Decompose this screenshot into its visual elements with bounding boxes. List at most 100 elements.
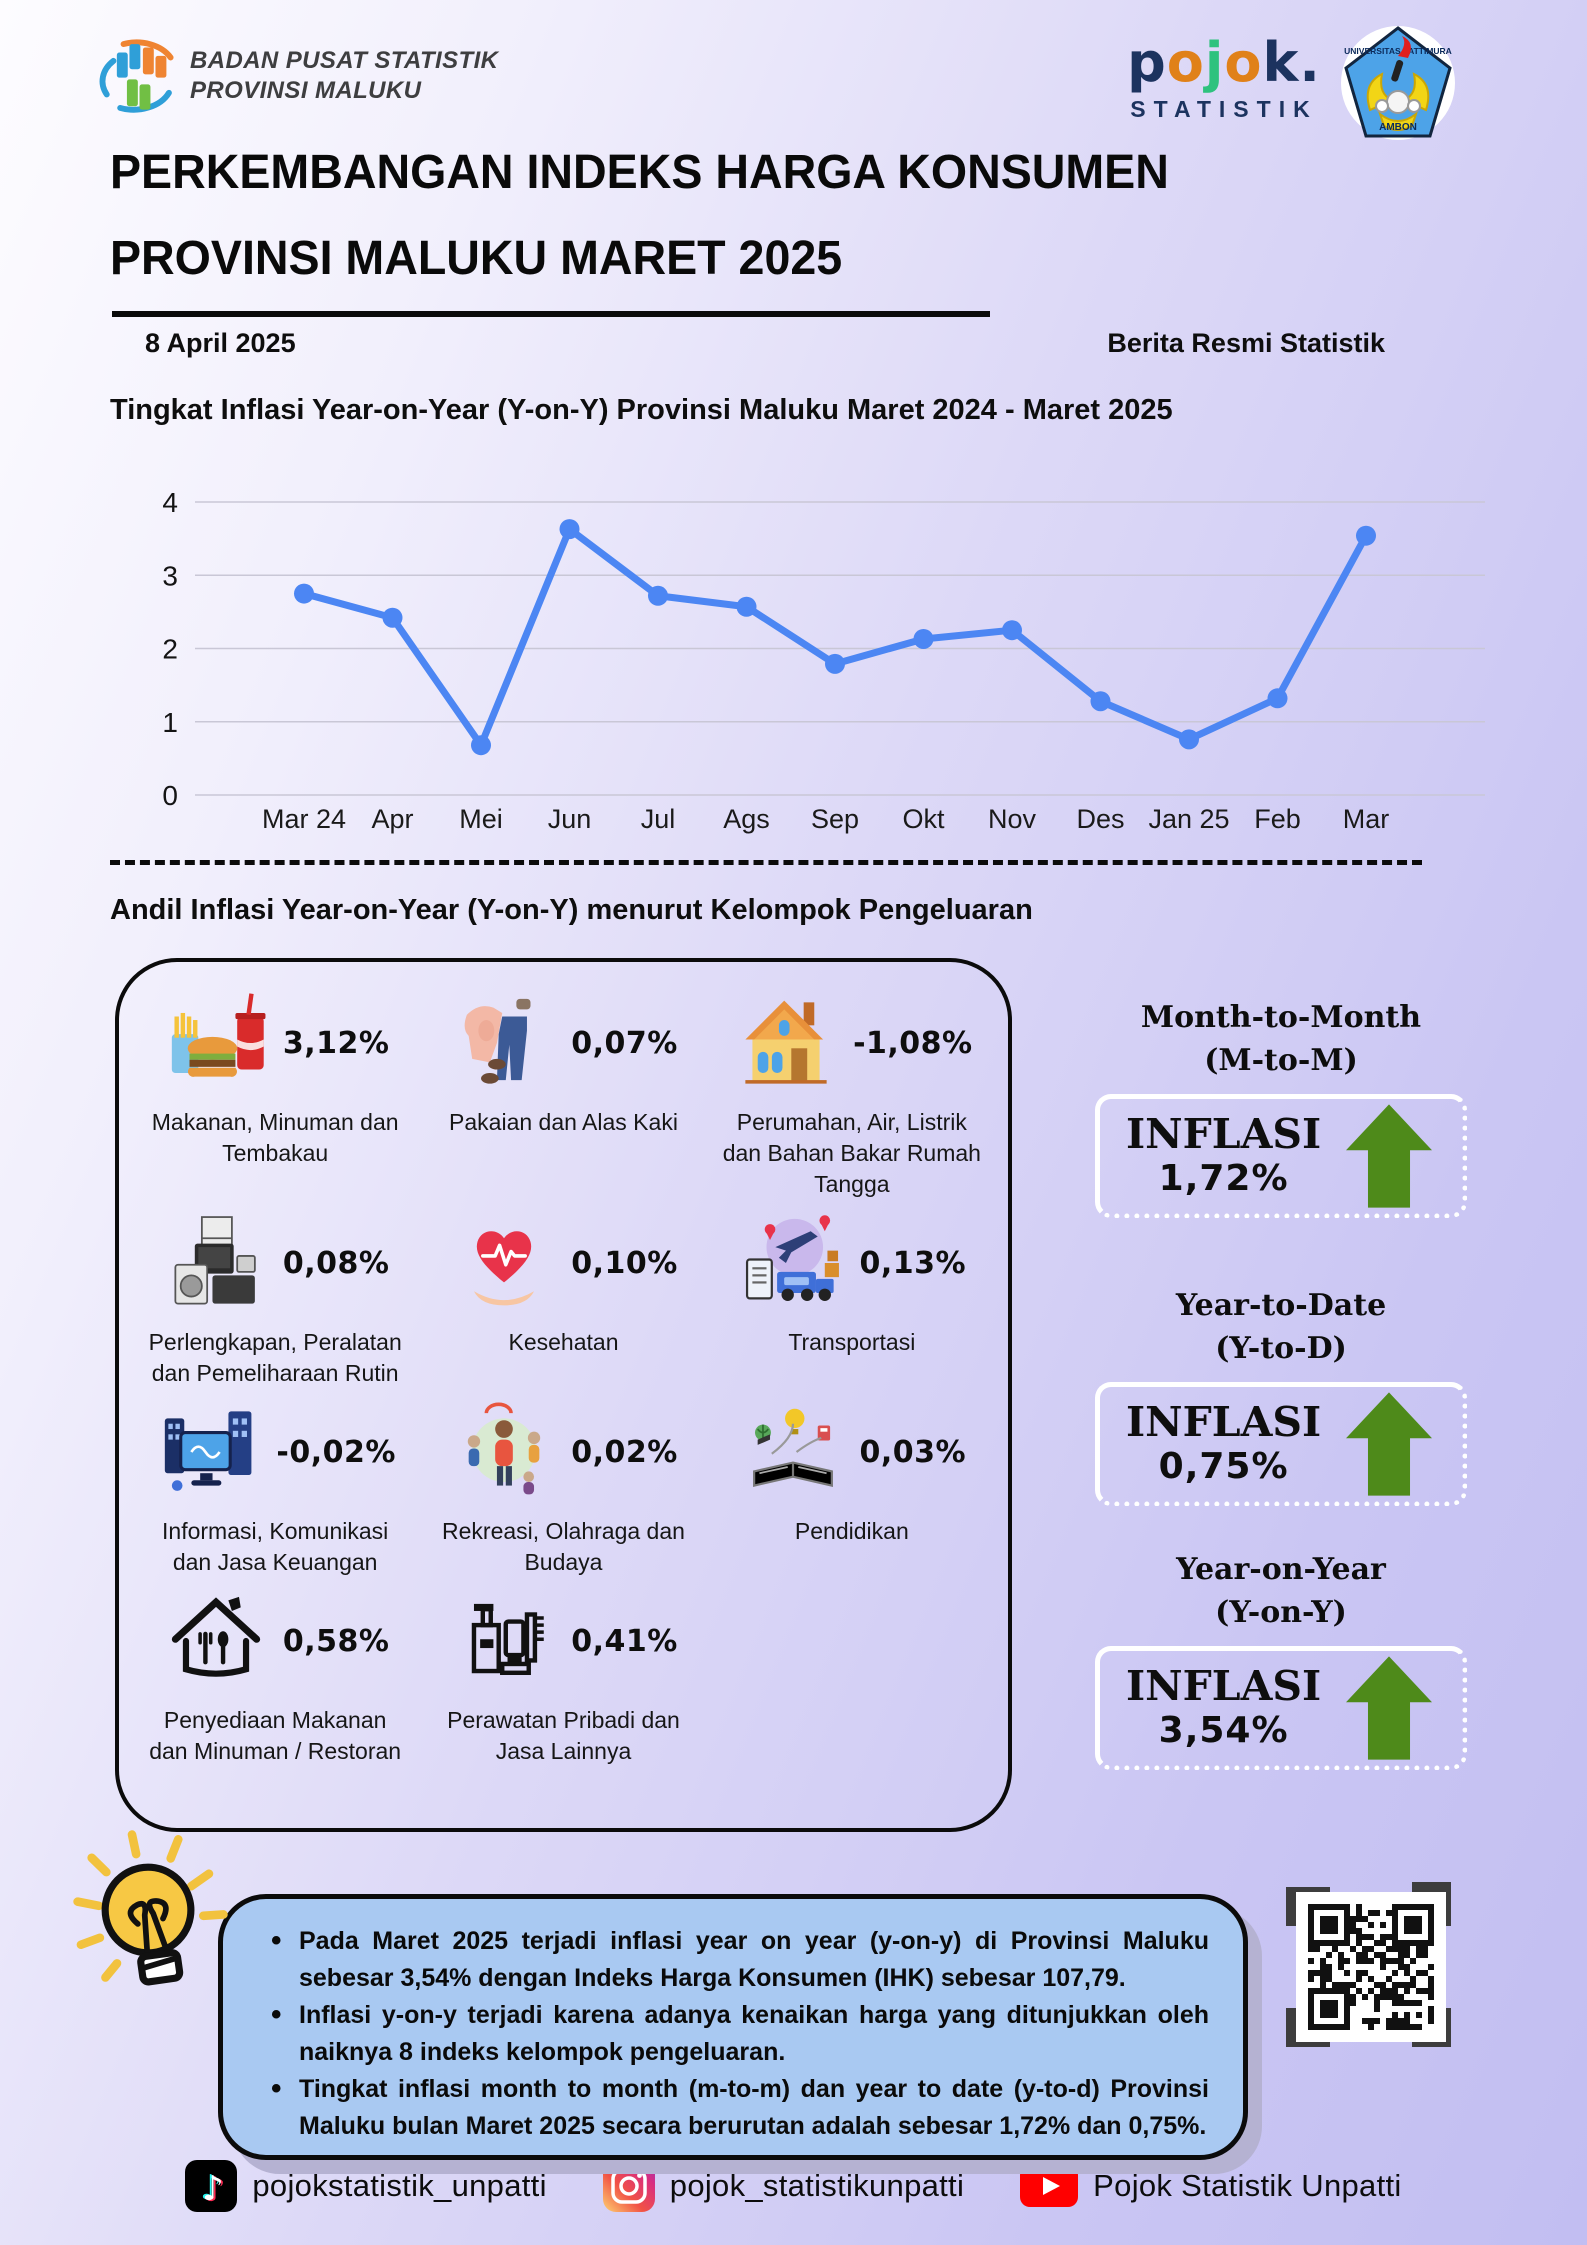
svg-text:Mar: Mar <box>1343 804 1390 834</box>
food-icon <box>161 988 271 1098</box>
andil-container: 3,12% Makanan, Minuman dan Tembakau <box>115 958 1012 1832</box>
personal-care-icon <box>449 1586 559 1696</box>
andil-value: -0,02% <box>276 1434 396 1470</box>
youtube-icon <box>1020 2165 1079 2207</box>
panel-year-on-year: Year-on-Year (Y-on-Y) INFLASI 3,54% <box>1095 1548 1467 1770</box>
up-arrow-icon <box>1346 1104 1432 1208</box>
svg-text:Apr: Apr <box>371 804 413 834</box>
andil-label: Pakaian dan Alas Kaki <box>449 1109 678 1135</box>
recreation-icon <box>449 1397 559 1507</box>
andil-item-makanan: 3,12% Makanan, Minuman dan Tembakau <box>133 986 417 1200</box>
andil-label: Kesehatan <box>508 1329 619 1355</box>
andil-item-informasi: -0,02% Informasi, Komunikasi dan Jasa Ke… <box>133 1395 417 1578</box>
org-name: BADAN PUSAT STATISTIK PROVINSI MALUKU <box>190 46 498 106</box>
release-date: 8 April 2025 <box>145 328 296 358</box>
andil-value: 0,08% <box>282 1245 390 1281</box>
pojok-subtitle: STATISTIK <box>1130 96 1318 122</box>
andil-value: 0,03% <box>859 1434 967 1470</box>
svg-text:Okt: Okt <box>902 804 945 834</box>
panel-title-line2: (Y-on-Y) <box>1215 1595 1347 1630</box>
footer-tiktok: ♪ ♪ ♪ pojokstatistik_unpatti <box>185 2160 546 2212</box>
andil-value: 3,12% <box>282 1025 390 1061</box>
inflasi-value: 3,54% <box>1158 1710 1289 1751</box>
andil-item-perawatan: 0,41% Perawatan Pribadi dan Jasa Lainnya <box>421 1584 705 1767</box>
bps-logo <box>99 39 174 113</box>
page-title: PERKEMBANGAN INDEKS HARGA KONSUMEN PROVI… <box>110 130 1169 302</box>
svg-text:0: 0 <box>162 780 178 811</box>
page-title-line2: PROVINSI MALUKU MARET 2025 <box>110 232 843 285</box>
andil-item-restoran: 0,58% Penyediaan Makanan dan Minuman / R… <box>133 1584 417 1767</box>
inflasi-box-ytd: INFLASI 0,75% <box>1095 1382 1467 1506</box>
education-icon <box>738 1397 848 1507</box>
andil-value: 0,13% <box>859 1245 967 1281</box>
andil-value: 0,10% <box>571 1245 678 1281</box>
release-badge: Berita Resmi Statistik <box>1107 328 1385 358</box>
unpatti-emblem: UNIVERSITAS PATTIMURA AMBON <box>1341 26 1455 140</box>
andil-value: 0,02% <box>571 1434 678 1470</box>
andil-value: 0,07% <box>571 1025 678 1061</box>
andil-item-rekreasi: 0,02% Rekreasi, Olahraga dan Budaya <box>421 1395 705 1578</box>
inflasi-label: INFLASI <box>1126 1662 1322 1710</box>
andil-item-perumahan: -1,08% Perumahan, Air, Listrik dan Bahan… <box>710 986 994 1200</box>
dashed-divider <box>110 860 1422 865</box>
svg-text:Jun: Jun <box>548 804 592 834</box>
instagram-icon <box>602 2160 655 2212</box>
youtube-handle: Pojok Statistik Unpatti <box>1093 2168 1402 2203</box>
andil-label: Pendidikan <box>794 1518 909 1544</box>
information-icon <box>154 1397 264 1507</box>
summary-notes-box: Pada Maret 2025 terjadi inflasi year on … <box>218 1894 1248 2160</box>
summary-notes-list: Pada Maret 2025 terjadi inflasi year on … <box>269 1922 1209 2145</box>
andil-label: Rekreasi, Olahraga dan Budaya <box>442 1518 685 1575</box>
up-arrow-icon <box>1346 1392 1432 1496</box>
panel-title-line1: Month-to-Month <box>1140 1000 1422 1035</box>
inflasi-box-mtm: INFLASI 1,72% <box>1095 1094 1467 1218</box>
svg-text:Jul: Jul <box>641 804 676 834</box>
svg-text:♪: ♪ <box>202 2169 224 2209</box>
andil-label: Perlengkapan, Peralatan dan Pemeliharaan… <box>148 1329 402 1386</box>
inflasi-value: 0,75% <box>1158 1446 1289 1487</box>
pojok-wordmark: pojok. <box>1127 31 1321 94</box>
inflasi-label: INFLASI <box>1126 1398 1322 1446</box>
svg-text:Ags: Ags <box>723 804 770 834</box>
footer-youtube: Pojok Statistik Unpatti <box>1020 2165 1401 2207</box>
svg-text:♪: ♪ <box>200 2168 222 2208</box>
panel-title-line2: (M-to-M) <box>1204 1043 1358 1078</box>
panel-month-to-month: Month-to-Month (M-to-M) INFLASI 1,72% <box>1095 996 1467 1218</box>
page-title-line1: PERKEMBANGAN INDEKS HARGA KONSUMEN <box>110 146 1169 199</box>
andil-section-title: Andil Inflasi Year-on-Year (Y-on-Y) menu… <box>110 894 1033 926</box>
title-underline <box>112 311 990 317</box>
panel-year-to-date: Year-to-Date (Y-to-D) INFLASI 0,75% <box>1095 1284 1467 1506</box>
appliances-icon <box>161 1208 271 1318</box>
pojok-statistik-logo: pojok. STATISTIK <box>1124 34 1324 123</box>
panel-title-line1: Year-on-Year <box>1176 1552 1386 1587</box>
instagram-handle: pojok_statistikunpatti <box>669 2168 965 2203</box>
transport-icon <box>738 1208 848 1318</box>
andil-label: Perawatan Pribadi dan Jasa Lainnya <box>447 1707 680 1764</box>
andil-value: 0,58% <box>282 1623 390 1659</box>
panel-title-line2: (Y-to-D) <box>1215 1331 1347 1366</box>
andil-item-perlengkapan: 0,08% Perlengkapan, Peralatan dan Pemeli… <box>133 1206 417 1389</box>
lightbulb-icon <box>73 1830 228 1986</box>
social-footer: ♪ ♪ ♪ pojokstatistik_unpatti pojok_stati… <box>0 2160 1587 2212</box>
andil-label: Makanan, Minuman dan Tembakau <box>151 1109 399 1166</box>
svg-text:2: 2 <box>162 634 178 665</box>
andil-label: Perumahan, Air, Listrik dan Bahan Bakar … <box>722 1109 981 1197</box>
andil-label: Penyediaan Makanan dan Minuman / Restora… <box>149 1707 402 1764</box>
house-icon <box>731 988 841 1098</box>
svg-text:Des: Des <box>1076 804 1124 834</box>
svg-text:Feb: Feb <box>1254 804 1301 834</box>
andil-item-pakaian: 0,07% Pakaian dan Alas Kaki <box>421 986 705 1200</box>
svg-text:1: 1 <box>162 707 178 738</box>
health-icon <box>449 1208 559 1318</box>
svg-text:4: 4 <box>162 487 178 518</box>
tiktok-icon: ♪ ♪ ♪ <box>185 2160 238 2212</box>
andil-value: -1,08% <box>853 1025 973 1061</box>
panel-title-line1: Year-to-Date <box>1175 1288 1387 1323</box>
svg-text:♪: ♪ <box>204 2170 226 2210</box>
footer-instagram: pojok_statistikunpatti <box>602 2160 965 2212</box>
andil-item-pendidikan: 0,03% Pendidikan <box>710 1395 994 1578</box>
restaurant-icon <box>161 1586 271 1696</box>
tiktok-handle: pojokstatistik_unpatti <box>252 2168 547 2203</box>
inflasi-box-yoy: INFLASI 3,54% <box>1095 1646 1467 1770</box>
